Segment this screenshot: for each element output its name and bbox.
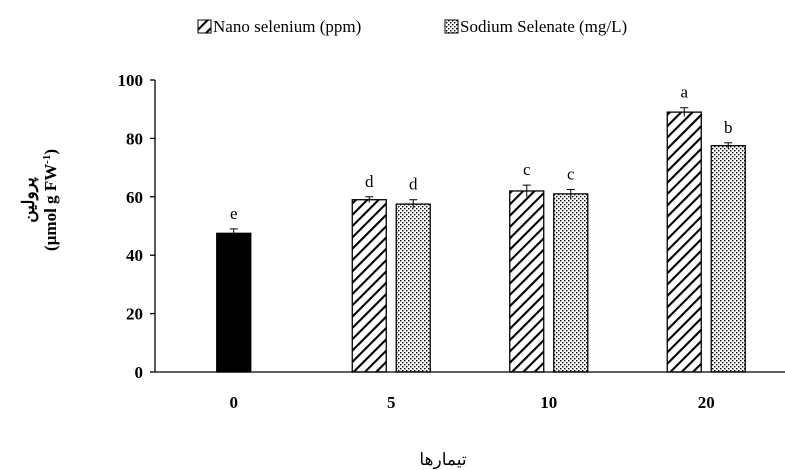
y-axis-title-line2: (µmol g FW-1) (41, 149, 60, 251)
bar-sodium-selenate (553, 193, 589, 373)
y-tick-label: 40 (126, 246, 143, 265)
x-axis-title: تیمارها (419, 450, 466, 470)
bar-nano-selenium (666, 111, 702, 373)
y-tick-label: 60 (126, 188, 143, 207)
bar-sodium-selenate (710, 145, 746, 373)
y-tick-label: 0 (135, 363, 144, 382)
legend-swatch-selenate (444, 19, 459, 34)
x-axis: 0 5 10 20 (155, 371, 785, 412)
significance-letter: b (724, 118, 733, 137)
significance-letter: d (365, 172, 374, 191)
legend-swatch-nano (197, 19, 212, 34)
plot-area: e d d c c a b (216, 83, 746, 373)
x-tick-label: 10 (540, 393, 557, 412)
significance-letter: e (230, 204, 238, 223)
legend: Nano selenium (ppm) Sodium Selenate (mg/… (197, 17, 627, 36)
legend-label-nano: Nano selenium (ppm) (213, 17, 361, 36)
x-tick-label: 0 (230, 393, 239, 412)
significance-letter: c (523, 160, 531, 179)
significance-letter: d (409, 175, 418, 194)
significance-letter: c (567, 165, 575, 184)
y-axis-title-close: ) (41, 149, 60, 155)
y-tick-label: 20 (126, 305, 143, 324)
y-axis-title: پرولین (µmol g FW-1) (19, 149, 60, 251)
bar-control (216, 232, 252, 373)
y-axis-title-unit: (µmol g FW (41, 164, 60, 251)
x-tick-label: 20 (698, 393, 715, 412)
bar-nano-selenium (351, 199, 387, 373)
bar-sodium-selenate (395, 203, 431, 373)
y-tick-label: 80 (126, 129, 143, 148)
y-tick-label: 100 (118, 71, 144, 90)
x-tick-label: 5 (387, 393, 396, 412)
y-axis-title-sup: -1 (41, 155, 53, 164)
bar-nano-selenium (509, 190, 545, 373)
y-axis: 0 20 40 60 80 100 (118, 71, 156, 382)
y-axis-title-line1: پرولین (19, 177, 39, 223)
significance-letter: a (680, 83, 688, 102)
legend-label-selenate: Sodium Selenate (mg/L) (460, 17, 627, 36)
